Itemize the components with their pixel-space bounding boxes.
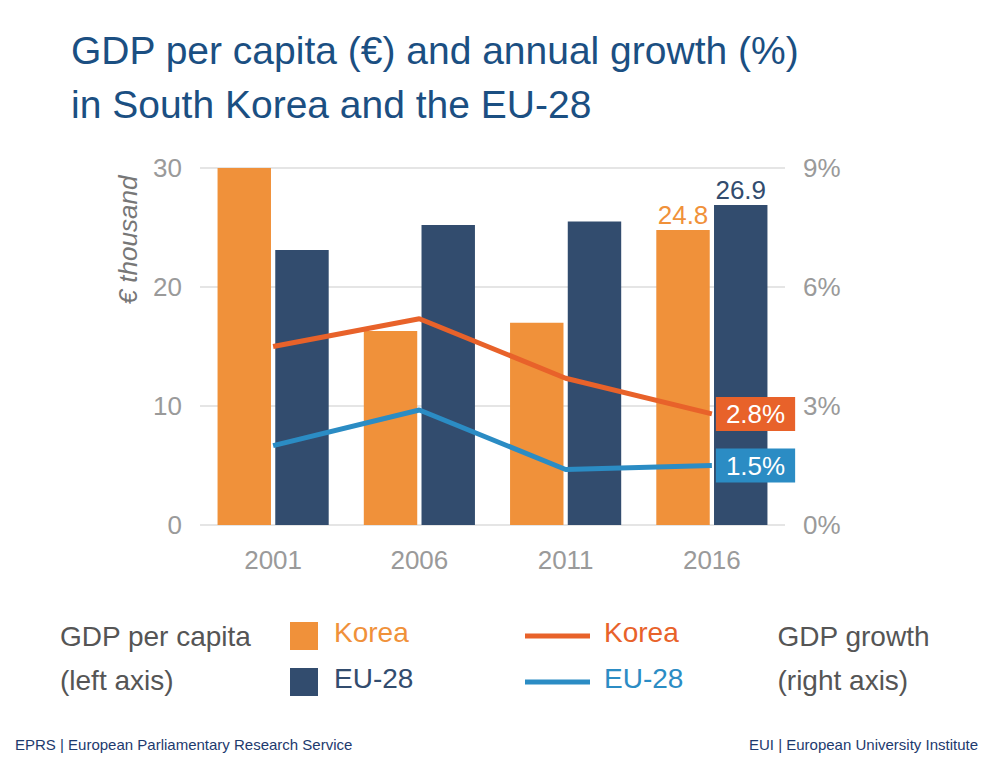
svg-text:6%: 6% (803, 272, 841, 302)
svg-text:9%: 9% (803, 153, 841, 183)
svg-text:2001: 2001 (244, 545, 302, 575)
svg-text:2006: 2006 (390, 545, 448, 575)
svg-text:EPRS | European Parliamentary: EPRS | European Parliamentary Research S… (15, 736, 352, 753)
svg-text:EU-28: EU-28 (334, 663, 413, 694)
svg-text:20: 20 (153, 272, 182, 302)
svg-text:1.5%: 1.5% (726, 451, 785, 481)
svg-text:0: 0 (168, 510, 182, 540)
svg-text:€ thousand: € thousand (113, 174, 143, 304)
svg-text:24.8: 24.8 (658, 200, 709, 230)
svg-text:GDP per capita: GDP per capita (60, 621, 251, 652)
svg-text:GDP per capita (€) and annual: GDP per capita (€) and annual growth (%) (71, 29, 799, 72)
svg-text:(right axis): (right axis) (778, 665, 909, 696)
svg-text:26.9: 26.9 (715, 175, 766, 205)
svg-text:10: 10 (153, 391, 182, 421)
svg-text:GDP growth: GDP growth (778, 621, 930, 652)
svg-text:3%: 3% (803, 391, 841, 421)
svg-text:0%: 0% (803, 510, 841, 540)
svg-text:Korea: Korea (604, 617, 679, 648)
svg-text:in South Korea and the EU-28: in South Korea and the EU-28 (71, 83, 591, 126)
svg-text:2.8%: 2.8% (726, 399, 785, 429)
svg-text:EUI | European University Inst: EUI | European University Institute (749, 736, 978, 753)
svg-text:2016: 2016 (683, 545, 741, 575)
svg-text:(left axis): (left axis) (60, 665, 174, 696)
svg-text:30: 30 (153, 153, 182, 183)
svg-text:Korea: Korea (334, 617, 409, 648)
svg-text:2011: 2011 (538, 545, 594, 575)
svg-text:EU-28: EU-28 (604, 663, 683, 694)
